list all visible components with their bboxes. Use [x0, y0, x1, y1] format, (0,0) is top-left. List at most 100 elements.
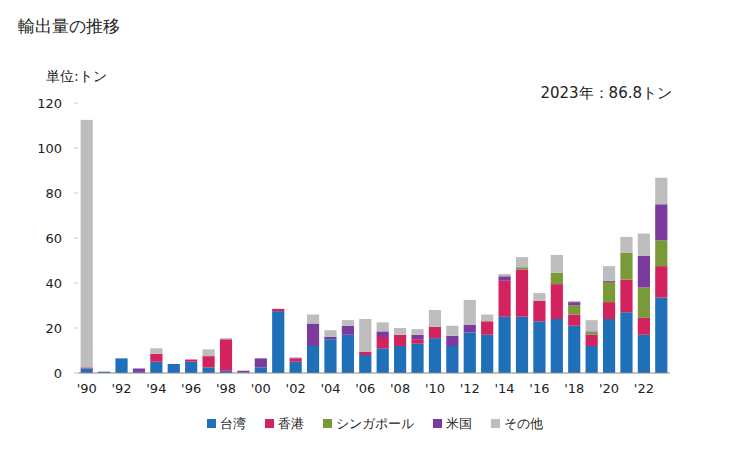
bar-segment — [220, 339, 232, 340]
x-tick-label: '14 — [495, 381, 515, 396]
bar-segment — [394, 335, 406, 346]
x-tick-label: '00 — [251, 381, 271, 396]
bar-segment — [516, 317, 528, 373]
bar-segment — [655, 298, 667, 373]
bar-segment — [498, 281, 510, 317]
bar-segment — [429, 310, 441, 327]
bar-segment — [481, 321, 493, 335]
x-tick-label: '20 — [599, 381, 619, 396]
bar-segment — [81, 369, 93, 374]
bar-segment — [185, 362, 197, 373]
bar-segment — [551, 284, 563, 319]
bar-segment — [115, 358, 127, 373]
x-tick-label: '92 — [111, 381, 131, 396]
bar-segment — [202, 349, 214, 356]
bar-segment — [620, 237, 632, 253]
bar-segment — [133, 368, 145, 369]
bar-segment — [185, 359, 197, 360]
bar-segment — [342, 326, 354, 335]
bar-segment — [568, 301, 580, 302]
bar-segment — [98, 371, 110, 372]
x-tick-label: '16 — [529, 381, 549, 396]
bar-segment — [568, 306, 580, 315]
bar-segment — [655, 204, 667, 240]
bar-segment — [290, 362, 302, 373]
bar-segment — [255, 358, 267, 359]
bar-segment — [255, 367, 267, 373]
legend-swatch — [265, 419, 274, 428]
bar-segment — [290, 357, 302, 359]
bar-segment — [185, 360, 197, 362]
legend-label: 香港 — [278, 416, 304, 431]
bar-segment — [98, 371, 110, 372]
y-tick-label: 80 — [45, 186, 62, 201]
bar-segment — [272, 308, 284, 309]
y-tick — [74, 373, 78, 374]
bar-segment — [481, 315, 493, 322]
bar-segment — [290, 358, 302, 361]
bar-segment — [220, 339, 232, 371]
bar-segment — [168, 364, 180, 365]
bar-segment — [516, 257, 528, 267]
bar-segment — [533, 293, 545, 301]
y-tick-label: 40 — [45, 276, 62, 291]
bar-segment — [98, 371, 110, 372]
bar-segment — [168, 364, 180, 365]
annotation: 2023年：86.8トン — [540, 84, 672, 102]
bar-segment — [620, 280, 632, 313]
bar-segment — [655, 240, 667, 266]
bar-segment — [411, 329, 423, 335]
bar-segment — [168, 364, 180, 365]
bar-segment — [411, 335, 423, 340]
bar-segment — [586, 333, 598, 335]
y-tick-label: 20 — [45, 321, 62, 336]
bar-segment — [115, 358, 127, 359]
bar-segment — [237, 370, 249, 371]
bar-segment — [220, 339, 232, 340]
bar-segment — [150, 348, 162, 354]
bar-segment — [168, 364, 180, 373]
y-tick-label: 100 — [37, 141, 62, 156]
bar-segment — [202, 356, 214, 367]
bar-segment — [324, 330, 336, 337]
bar-segment — [185, 359, 197, 360]
bar-segment — [237, 371, 249, 373]
bar-segment — [98, 371, 110, 373]
legend-swatch — [323, 419, 332, 428]
title: 輸出量の推移 — [18, 16, 120, 36]
bar-segment — [377, 322, 389, 331]
legend-swatch — [433, 419, 442, 428]
bar-segment — [481, 335, 493, 373]
bar-segment — [220, 338, 232, 339]
bar-segment — [446, 336, 458, 346]
bar-segment — [498, 276, 510, 281]
x-tick-label: '98 — [216, 381, 236, 396]
bar-segment — [568, 302, 580, 305]
bar-segment — [638, 335, 650, 373]
legend-swatch — [207, 419, 216, 428]
y-tick-label: 60 — [45, 231, 62, 246]
bar-segment — [359, 319, 371, 352]
bar-segment — [516, 267, 528, 269]
bar-segment — [272, 308, 284, 309]
bar-segment — [533, 301, 545, 321]
bar-segment — [272, 308, 284, 309]
bar-segment — [638, 234, 650, 257]
y-tick — [74, 103, 78, 104]
bar-segment — [255, 358, 267, 367]
bar-segment — [551, 255, 563, 273]
bar-segment — [377, 337, 389, 348]
y-tick — [74, 328, 78, 329]
bar-segment — [290, 358, 302, 359]
bar-segment — [586, 331, 598, 332]
y-tick-label: 120 — [37, 96, 62, 111]
bar-segment — [551, 273, 563, 284]
bar-segment — [586, 346, 598, 373]
bar-segment — [272, 309, 284, 311]
bar-segment — [638, 256, 650, 288]
x-tick-label: '10 — [425, 381, 445, 396]
x-tick-label: '02 — [286, 381, 306, 396]
bar-segment — [307, 315, 319, 324]
bar-segment — [394, 328, 406, 335]
bars — [81, 120, 668, 373]
